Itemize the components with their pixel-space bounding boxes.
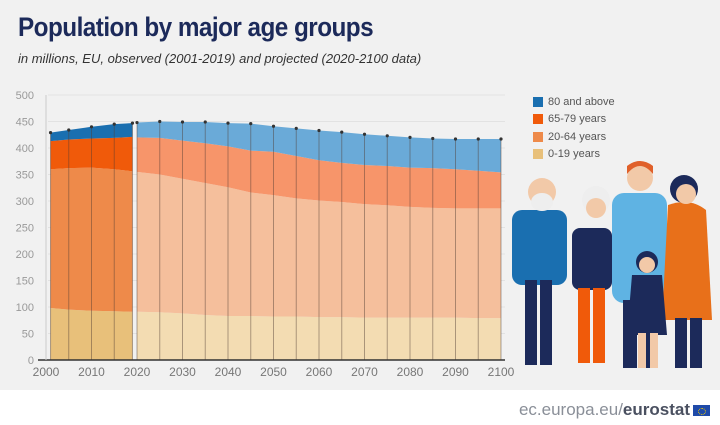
total-point — [249, 122, 253, 126]
total-point — [158, 119, 162, 124]
total-point — [476, 137, 480, 141]
y-tick-label: 0 — [28, 355, 34, 367]
legend-swatch — [533, 131, 543, 142]
area-observed-20-64-years — [50, 167, 133, 312]
legend-item: 20-64 years — [533, 128, 615, 146]
y-tick-label: 250 — [16, 223, 34, 235]
stacked-area-chart: 0 50 100 150 200 250 300 350 400 450 500 2000 2010 20… — [16, 90, 712, 379]
x-tick-label: 2020 — [124, 365, 151, 379]
x-tick-label: 2080 — [397, 365, 424, 379]
eu-flag-icon — [693, 404, 710, 416]
infographic: Population by major age groups in millio… — [0, 0, 720, 390]
total-point — [130, 121, 135, 125]
legend-item: 65-79 years — [533, 111, 615, 129]
legend-item: 80 and above — [533, 93, 615, 111]
y-tick-label: 500 — [16, 90, 34, 102]
grandmother-figure — [572, 228, 612, 290]
total-point — [203, 120, 207, 124]
legend-label: 80 and above — [548, 95, 615, 108]
y-tick-label: 50 — [22, 329, 34, 341]
y-tick-label: 450 — [16, 117, 34, 129]
total-point — [499, 137, 503, 141]
total-point — [453, 137, 458, 141]
x-tick-label: 2000 — [33, 365, 60, 379]
area-projected-65-79-years — [137, 137, 501, 209]
chart-subtitle: in millions, EU, observed (2001-2019) an… — [18, 51, 422, 66]
area-observed-0-19-years — [50, 308, 133, 360]
y-tick-label: 150 — [16, 276, 34, 288]
area-projected-20-64-years — [137, 171, 501, 319]
legend: 80 and above 65-79 years 20-64 years 0-19 y… — [533, 93, 615, 163]
total-point — [408, 135, 412, 139]
area-observed-80-and-above — [50, 123, 133, 142]
chart-title: Population by major age groups — [18, 12, 374, 42]
legend-swatch — [533, 96, 543, 107]
legend-swatch — [533, 114, 543, 125]
x-tick-label: 2070 — [351, 365, 378, 379]
eurostat-logo[interactable]: ec.europa.eu/eurostat — [519, 400, 710, 420]
area-observed-65-79-years — [50, 136, 133, 172]
x-tick-label: 2030 — [169, 365, 196, 379]
family-illustration — [512, 161, 712, 368]
footer-site: ec.europa.eu/ — [518, 400, 623, 419]
total-point — [226, 121, 230, 125]
child-figure — [627, 275, 667, 335]
mother-figure — [662, 201, 712, 320]
x-tick-label: 2050 — [260, 365, 287, 379]
x-tick-label: 2060 — [306, 365, 333, 379]
legend-label: 20-64 years — [548, 130, 607, 143]
x-tick-label: 2010 — [78, 365, 105, 379]
total-point — [340, 130, 344, 134]
total-point — [362, 132, 367, 136]
footer-brand: eurostat — [622, 400, 690, 419]
total-point — [180, 120, 185, 124]
area-projected-0-19-years — [137, 311, 501, 360]
total-point — [48, 131, 53, 135]
y-tick-label: 100 — [16, 302, 34, 314]
y-tick-label: 400 — [16, 143, 34, 155]
legend-label: 65-79 years — [548, 113, 607, 126]
total-point — [271, 124, 276, 128]
total-point — [294, 126, 298, 130]
total-point — [67, 128, 71, 132]
total-point — [135, 120, 139, 125]
y-tick-label: 300 — [16, 196, 34, 208]
legend-item: 0-19 years — [533, 146, 615, 164]
legend-label: 0-19 years — [548, 148, 600, 161]
x-tick-label: 2090 — [442, 365, 469, 379]
legend-swatch — [533, 149, 543, 160]
grandfather-figure — [512, 210, 567, 285]
area-projected-80-and-above — [137, 121, 501, 173]
total-point — [431, 136, 435, 141]
total-point — [385, 134, 389, 138]
x-tick-label: 2100 — [488, 365, 515, 379]
x-tick-label: 2040 — [215, 365, 242, 379]
total-point — [317, 128, 321, 133]
total-point — [89, 125, 94, 129]
y-tick-label: 350 — [16, 170, 34, 182]
y-tick-label: 200 — [16, 249, 34, 261]
total-point — [112, 122, 116, 126]
